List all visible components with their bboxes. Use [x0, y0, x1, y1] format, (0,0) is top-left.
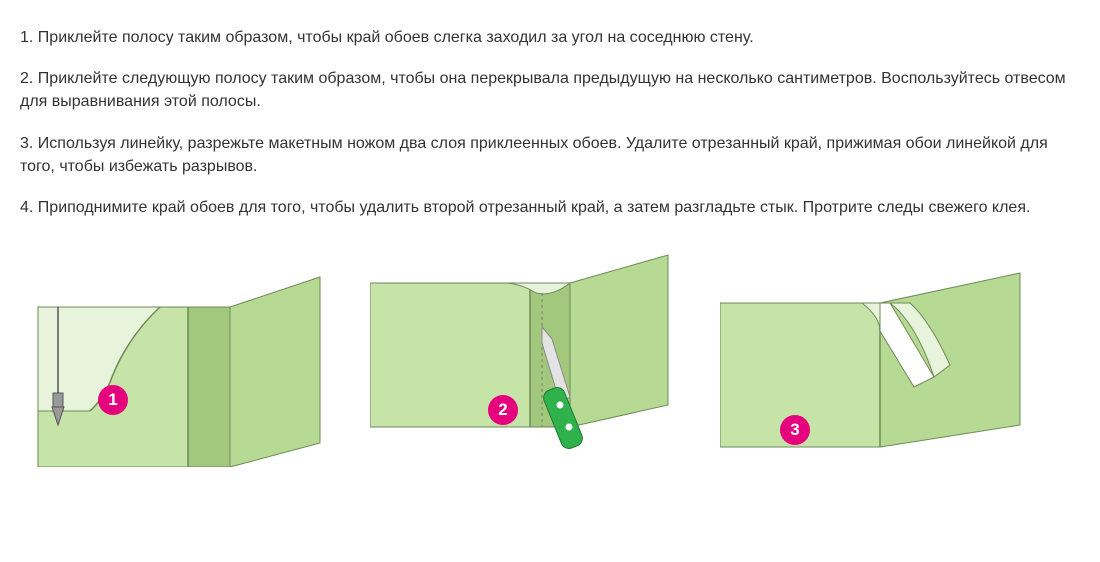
- instruction-step: 1. Приклейте полосу таким образом, чтобы…: [20, 26, 1080, 49]
- illustration-row: 1 2: [20, 247, 1080, 474]
- diagram-2: [370, 247, 680, 467]
- instruction-step: 4. Приподнимите край обоев для того, что…: [20, 196, 1080, 219]
- diagram-1: [20, 267, 330, 467]
- step-badge-1: 1: [98, 385, 128, 415]
- instruction-step: 2. Приклейте следующую полосу таким обра…: [20, 67, 1080, 113]
- instruction-list: 1. Приклейте полосу таким образом, чтобы…: [20, 26, 1080, 219]
- panel-2: 2: [370, 247, 680, 474]
- diagram-3: [720, 267, 1030, 467]
- panel-3: 3: [720, 267, 1030, 474]
- step-badge-3: 3: [780, 415, 810, 445]
- panel-1: 1: [20, 267, 330, 474]
- instruction-step: 3. Используя линейку, разрежьте макетным…: [20, 132, 1080, 178]
- step-badge-2: 2: [488, 395, 518, 425]
